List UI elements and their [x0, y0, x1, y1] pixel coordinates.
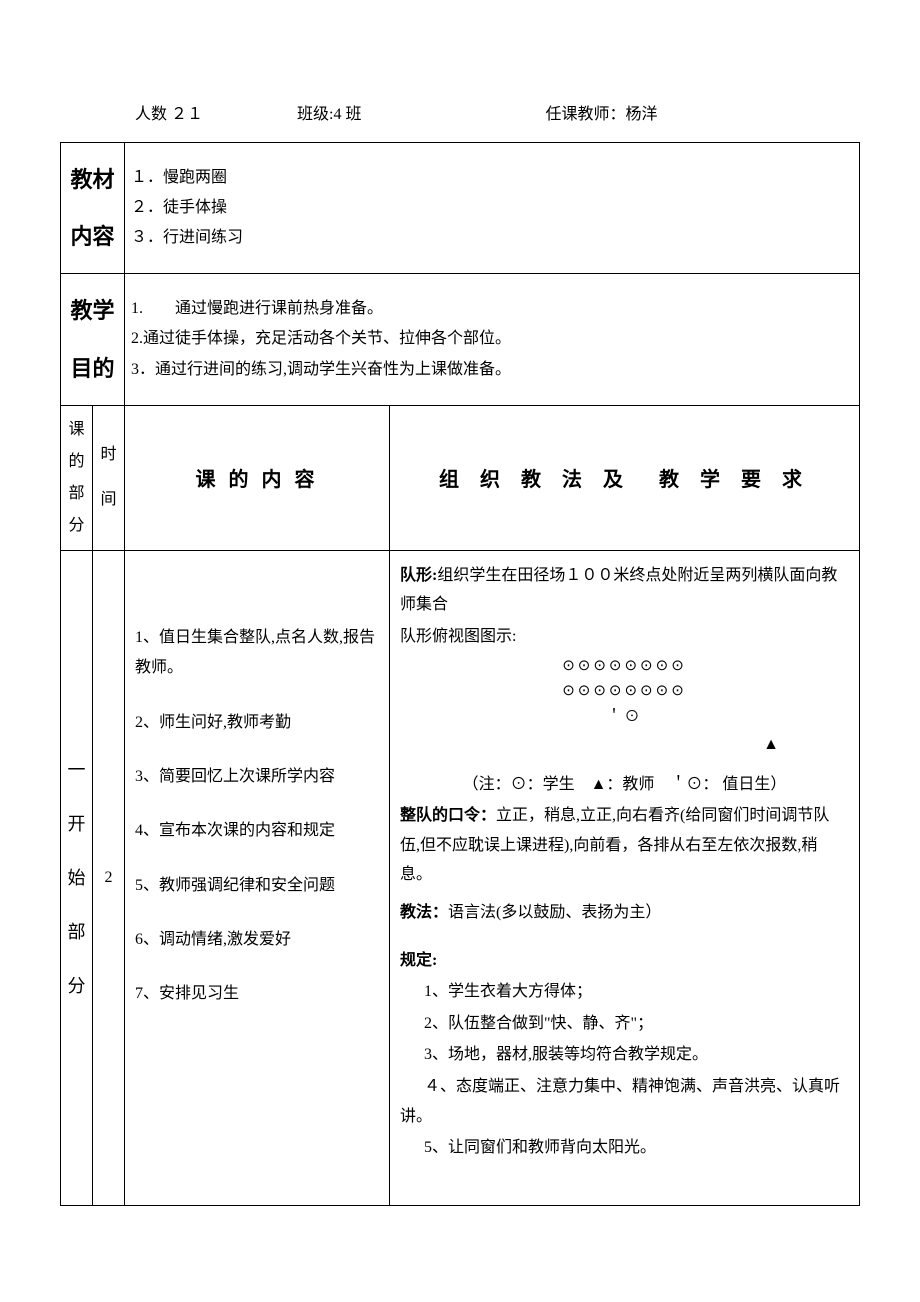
- method-line: 教法：语言法(多以鼓励、表扬为主）: [400, 898, 849, 928]
- material-content: １．慢跑两圈 ２．徒手体操 ３．行进间练习: [125, 143, 860, 274]
- rules-list: 1、学生衣着大方得体； 2、队伍整合做到"快、静、齐"； 3、场地，器材,服装等…: [424, 977, 849, 1163]
- rule-4: ４、态度端正、注意力集中、精神饱满、声音洪亮、认真听讲。: [400, 1072, 849, 1131]
- content-item-4: 4、宣布本次课的内容和规定: [135, 816, 379, 846]
- sym-row-2: ⊙⊙⊙⊙⊙⊙⊙⊙: [400, 679, 849, 705]
- content-item-5: 5、教师强调纪律和安全问题: [135, 871, 379, 901]
- formation-label: 队形:: [400, 567, 437, 584]
- formation-line: 队形:组织学生在田径场１００米终点处附近呈两列横队面向教师集合: [400, 561, 849, 620]
- goal-title-1: 教学: [67, 282, 118, 339]
- teacher-label: 任课教师：: [546, 100, 626, 124]
- rule-2: 2、队伍整合做到"快、静、齐"；: [424, 1009, 849, 1039]
- method-text: 语言法(多以鼓励、表扬为主）: [448, 904, 661, 921]
- student-count-label: 人数: [135, 100, 167, 124]
- material-item-3: ３．行进间练习: [131, 223, 849, 253]
- material-title-1: 教材: [67, 151, 118, 208]
- content-item-2: 2、师生问好,教师考勤: [135, 708, 379, 738]
- content-item-3: 3、简要回忆上次课所学内容: [135, 762, 379, 792]
- goal-row: 教学 目的 1. 通过慢跑进行课前热身准备。 2.通过徒手体操，充足活动各个关节…: [61, 274, 860, 405]
- material-title-2: 内容: [67, 208, 118, 265]
- teacher-triangle-icon: ▲: [400, 730, 849, 760]
- material-title: 教材 内容: [61, 143, 125, 274]
- start-section-row: 一开始部分 2 1、值日生集合整队,点名人数,报告教师。 2、师生问好,教师考勤…: [61, 550, 860, 1205]
- organization-cell: 队形:组织学生在田径场１００米终点处附近呈两列横队面向教师集合 队形俯视图图示:…: [390, 550, 860, 1205]
- content-item-6: 6、调动情绪,激发爱好: [135, 925, 379, 955]
- org-header: 组 织 教 法 及 教 学 要 求: [390, 405, 860, 550]
- time-header: 时间: [93, 405, 125, 550]
- time-value: 2: [93, 550, 125, 1205]
- column-header-row: 课的部分 时间 课 的 内 容 组 织 教 法 及 教 学 要 求: [61, 405, 860, 550]
- rule-1: 1、学生衣着大方得体；: [424, 977, 849, 1007]
- student-count-value: ２１: [171, 100, 203, 124]
- content-cell: 1、值日生集合整队,点名人数,报告教师。 2、师生问好,教师考勤 3、简要回忆上…: [125, 550, 390, 1205]
- formation-diagram: ⊙⊙⊙⊙⊙⊙⊙⊙ ⊙⊙⊙⊙⊙⊙⊙⊙ ＇⊙: [400, 654, 849, 731]
- rule-3: 3、场地，器材,服装等均符合教学规定。: [424, 1040, 849, 1070]
- diagram-label: 队形俯视图图示:: [400, 622, 849, 652]
- goal-content: 1. 通过慢跑进行课前热身准备。 2.通过徒手体操，充足活动各个关节、拉伸各个部…: [125, 274, 860, 405]
- part-label-start: 一开始部分: [61, 550, 93, 1205]
- rule-5: 5、让同窗们和教师背向太阳光。: [424, 1133, 849, 1163]
- sym-row-1: ⊙⊙⊙⊙⊙⊙⊙⊙: [400, 654, 849, 680]
- material-row: 教材 内容 １．慢跑两圈 ２．徒手体操 ３．行进间练习: [61, 143, 860, 274]
- content-header: 课 的 内 容: [125, 405, 390, 550]
- document-header: 人数 ２１ 班级:4 班 任课教师：杨洋: [135, 100, 860, 124]
- content-item-1: 1、值日生集合整队,点名人数,报告教师。: [135, 623, 379, 684]
- goal-title-2: 目的: [67, 340, 118, 397]
- command-line: 整队的口令：立正，稍息,立正,向右看齐(给同窗们时间调节队伍,但不应耽误上课进程…: [400, 801, 849, 890]
- material-item-2: ２．徒手体操: [131, 193, 849, 223]
- part-header: 课的部分: [61, 405, 93, 550]
- teacher-name: 杨洋: [626, 100, 658, 124]
- formation-text: 组织学生在田径场１００米终点处附近呈两列横队面向教师集合: [400, 567, 837, 614]
- class-label: 班级:: [297, 100, 333, 124]
- rules-label: 规定:: [400, 946, 849, 976]
- sym-row-3: ＇⊙: [400, 705, 849, 731]
- command-label: 整队的口令：: [400, 807, 496, 824]
- legend-note: （注：⊙：学生 ▲：教师 ＇⊙： 值日生）: [400, 770, 849, 800]
- goal-item-3: 3．通过行进间的练习,调动学生兴奋性为上课做准备。: [131, 355, 849, 385]
- lesson-plan-table: 教材 内容 １．慢跑两圈 ２．徒手体操 ３．行进间练习 教学 目的 1. 通过慢…: [60, 142, 860, 1206]
- class-value: 4 班: [333, 100, 361, 124]
- goal-item-1: 1. 通过慢跑进行课前热身准备。: [131, 294, 849, 324]
- content-item-7: 7、安排见习生: [135, 979, 379, 1009]
- goal-item-2: 2.通过徒手体操，充足活动各个关节、拉伸各个部位。: [131, 324, 849, 354]
- method-label: 教法：: [400, 904, 448, 921]
- material-item-1: １．慢跑两圈: [131, 163, 849, 193]
- goal-title: 教学 目的: [61, 274, 125, 405]
